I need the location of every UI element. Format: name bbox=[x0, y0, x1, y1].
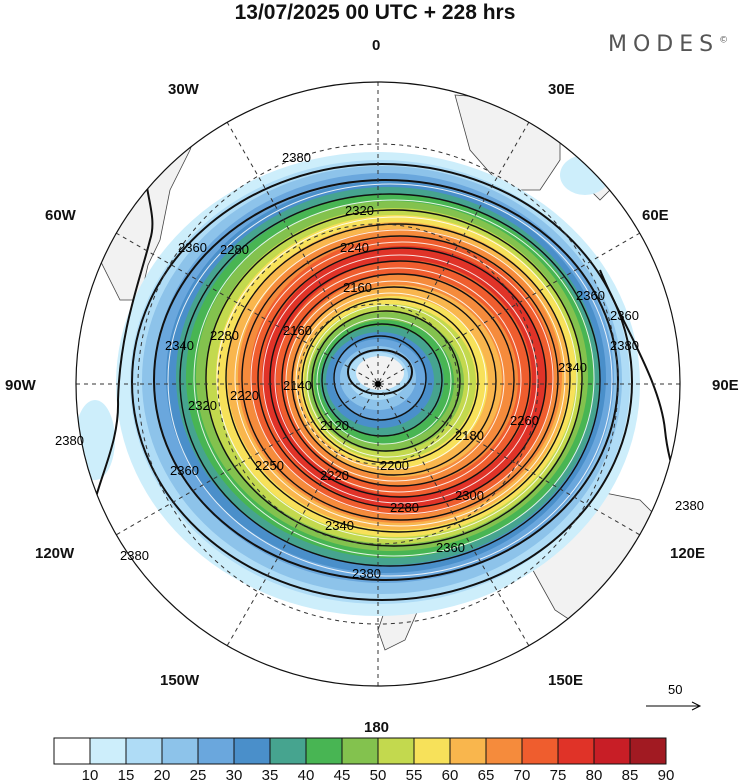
latitude-circle bbox=[297, 303, 459, 465]
contour-2100 bbox=[347, 349, 413, 395]
contour-2220 bbox=[281, 273, 515, 487]
brand-text: MODES bbox=[608, 32, 720, 57]
streamline bbox=[193, 199, 595, 557]
graticule bbox=[76, 82, 680, 686]
contour-label: 2280 bbox=[220, 242, 249, 257]
contour-label: 2360 bbox=[178, 240, 207, 255]
lon-label-180: 180 bbox=[364, 719, 389, 736]
contour-2120 bbox=[333, 335, 427, 421]
contour-2160 bbox=[311, 310, 461, 452]
map-disc bbox=[76, 82, 680, 686]
contour-label: 2220 bbox=[230, 388, 259, 403]
contour-label: 2200 bbox=[380, 458, 409, 473]
lon-label-120w: 120W bbox=[35, 545, 75, 562]
contour-label: 2140 bbox=[283, 378, 312, 393]
lon-label-150e: 150E bbox=[548, 672, 583, 689]
streamline bbox=[274, 267, 522, 493]
streamline bbox=[316, 317, 452, 445]
lon-label-150w: 150W bbox=[160, 672, 200, 689]
longitude-labels: 0 30E 60E 90E 120E 150E 180 150W 120W 90… bbox=[5, 37, 739, 736]
contour-2380-outer-east bbox=[599, 269, 680, 561]
contour-2380 bbox=[131, 163, 633, 601]
contour-label: 2160 bbox=[283, 323, 312, 338]
contour-2240 bbox=[269, 260, 531, 498]
contour-label: 2360 bbox=[576, 288, 605, 303]
contour-label: 2300 bbox=[455, 488, 484, 503]
contour-labels: 2380 2320 2240 2160 2280 2360 2340 2280 … bbox=[55, 150, 704, 581]
contour-2280 bbox=[241, 235, 559, 521]
contour-label: 2320 bbox=[188, 398, 217, 413]
contour-label: 2160 bbox=[343, 280, 372, 295]
lon-label-120e: 120E bbox=[670, 545, 705, 562]
reference-value: 50 bbox=[668, 682, 682, 697]
lon-label-60w: 60W bbox=[45, 207, 77, 224]
wind-reference: 50 bbox=[646, 682, 702, 711]
modes-logo: MODES© bbox=[608, 32, 728, 57]
contour-label: 2340 bbox=[558, 360, 587, 375]
contour-label: 2380 bbox=[610, 338, 639, 353]
contour-2340 bbox=[179, 193, 601, 567]
contour-label: 2380 bbox=[120, 548, 149, 563]
lon-label-30e: 30E bbox=[548, 81, 575, 98]
contour-label: 2260 bbox=[510, 413, 539, 428]
contour-label: 2380 bbox=[352, 566, 381, 581]
wind-streamlines bbox=[167, 183, 613, 577]
reference-arrow-icon bbox=[646, 701, 702, 711]
wind-patch bbox=[560, 155, 610, 195]
contour-2360 bbox=[153, 179, 619, 581]
contour-label: 2240 bbox=[340, 240, 369, 255]
latitude-circle bbox=[217, 223, 539, 545]
wind-band bbox=[356, 356, 404, 390]
contour-2140 bbox=[321, 323, 443, 437]
contour-label: 2380 bbox=[282, 150, 311, 165]
contour-label: 2380 bbox=[55, 433, 84, 448]
contour-label: 2380 bbox=[675, 498, 704, 513]
latitude-circle bbox=[137, 143, 619, 625]
contour-label: 2360 bbox=[610, 308, 639, 323]
streamline bbox=[216, 216, 578, 540]
contour-2320 bbox=[205, 209, 583, 547]
contour-label: 2180 bbox=[455, 428, 484, 443]
streamline bbox=[250, 241, 554, 515]
lon-label-60e: 60E bbox=[642, 207, 669, 224]
streamline bbox=[167, 183, 613, 577]
contour-2200 bbox=[291, 286, 497, 476]
lon-label-30w: 30W bbox=[168, 81, 200, 98]
south-pole-marker bbox=[375, 381, 381, 387]
map-title: 13/07/2025 00 UTC + 228 hrs bbox=[234, 1, 516, 24]
copyright-mark: © bbox=[719, 35, 729, 46]
contour-label: 2360 bbox=[170, 463, 199, 478]
lon-label-0: 0 bbox=[372, 37, 380, 54]
lon-label-90w: 90W bbox=[5, 377, 37, 394]
contour-label: 2250 bbox=[255, 458, 284, 473]
contour-label: 2120 bbox=[320, 418, 349, 433]
contour-label: 2340 bbox=[325, 518, 354, 533]
contour-label: 2220 bbox=[320, 468, 349, 483]
streamline bbox=[285, 280, 505, 482]
streamline bbox=[295, 292, 487, 470]
streamline bbox=[234, 229, 566, 527]
contour-label: 2280 bbox=[210, 328, 239, 343]
map-boundary bbox=[75, 81, 681, 687]
contour-2300 bbox=[225, 223, 571, 533]
contour-label: 2360 bbox=[436, 540, 465, 555]
lon-label-90e: 90E bbox=[712, 377, 739, 394]
contour-label: 2340 bbox=[165, 338, 194, 353]
streamline bbox=[262, 254, 538, 504]
contour-label: 2320 bbox=[345, 203, 374, 218]
contour-2260 bbox=[257, 247, 547, 509]
contour-label: 2280 bbox=[390, 500, 419, 515]
